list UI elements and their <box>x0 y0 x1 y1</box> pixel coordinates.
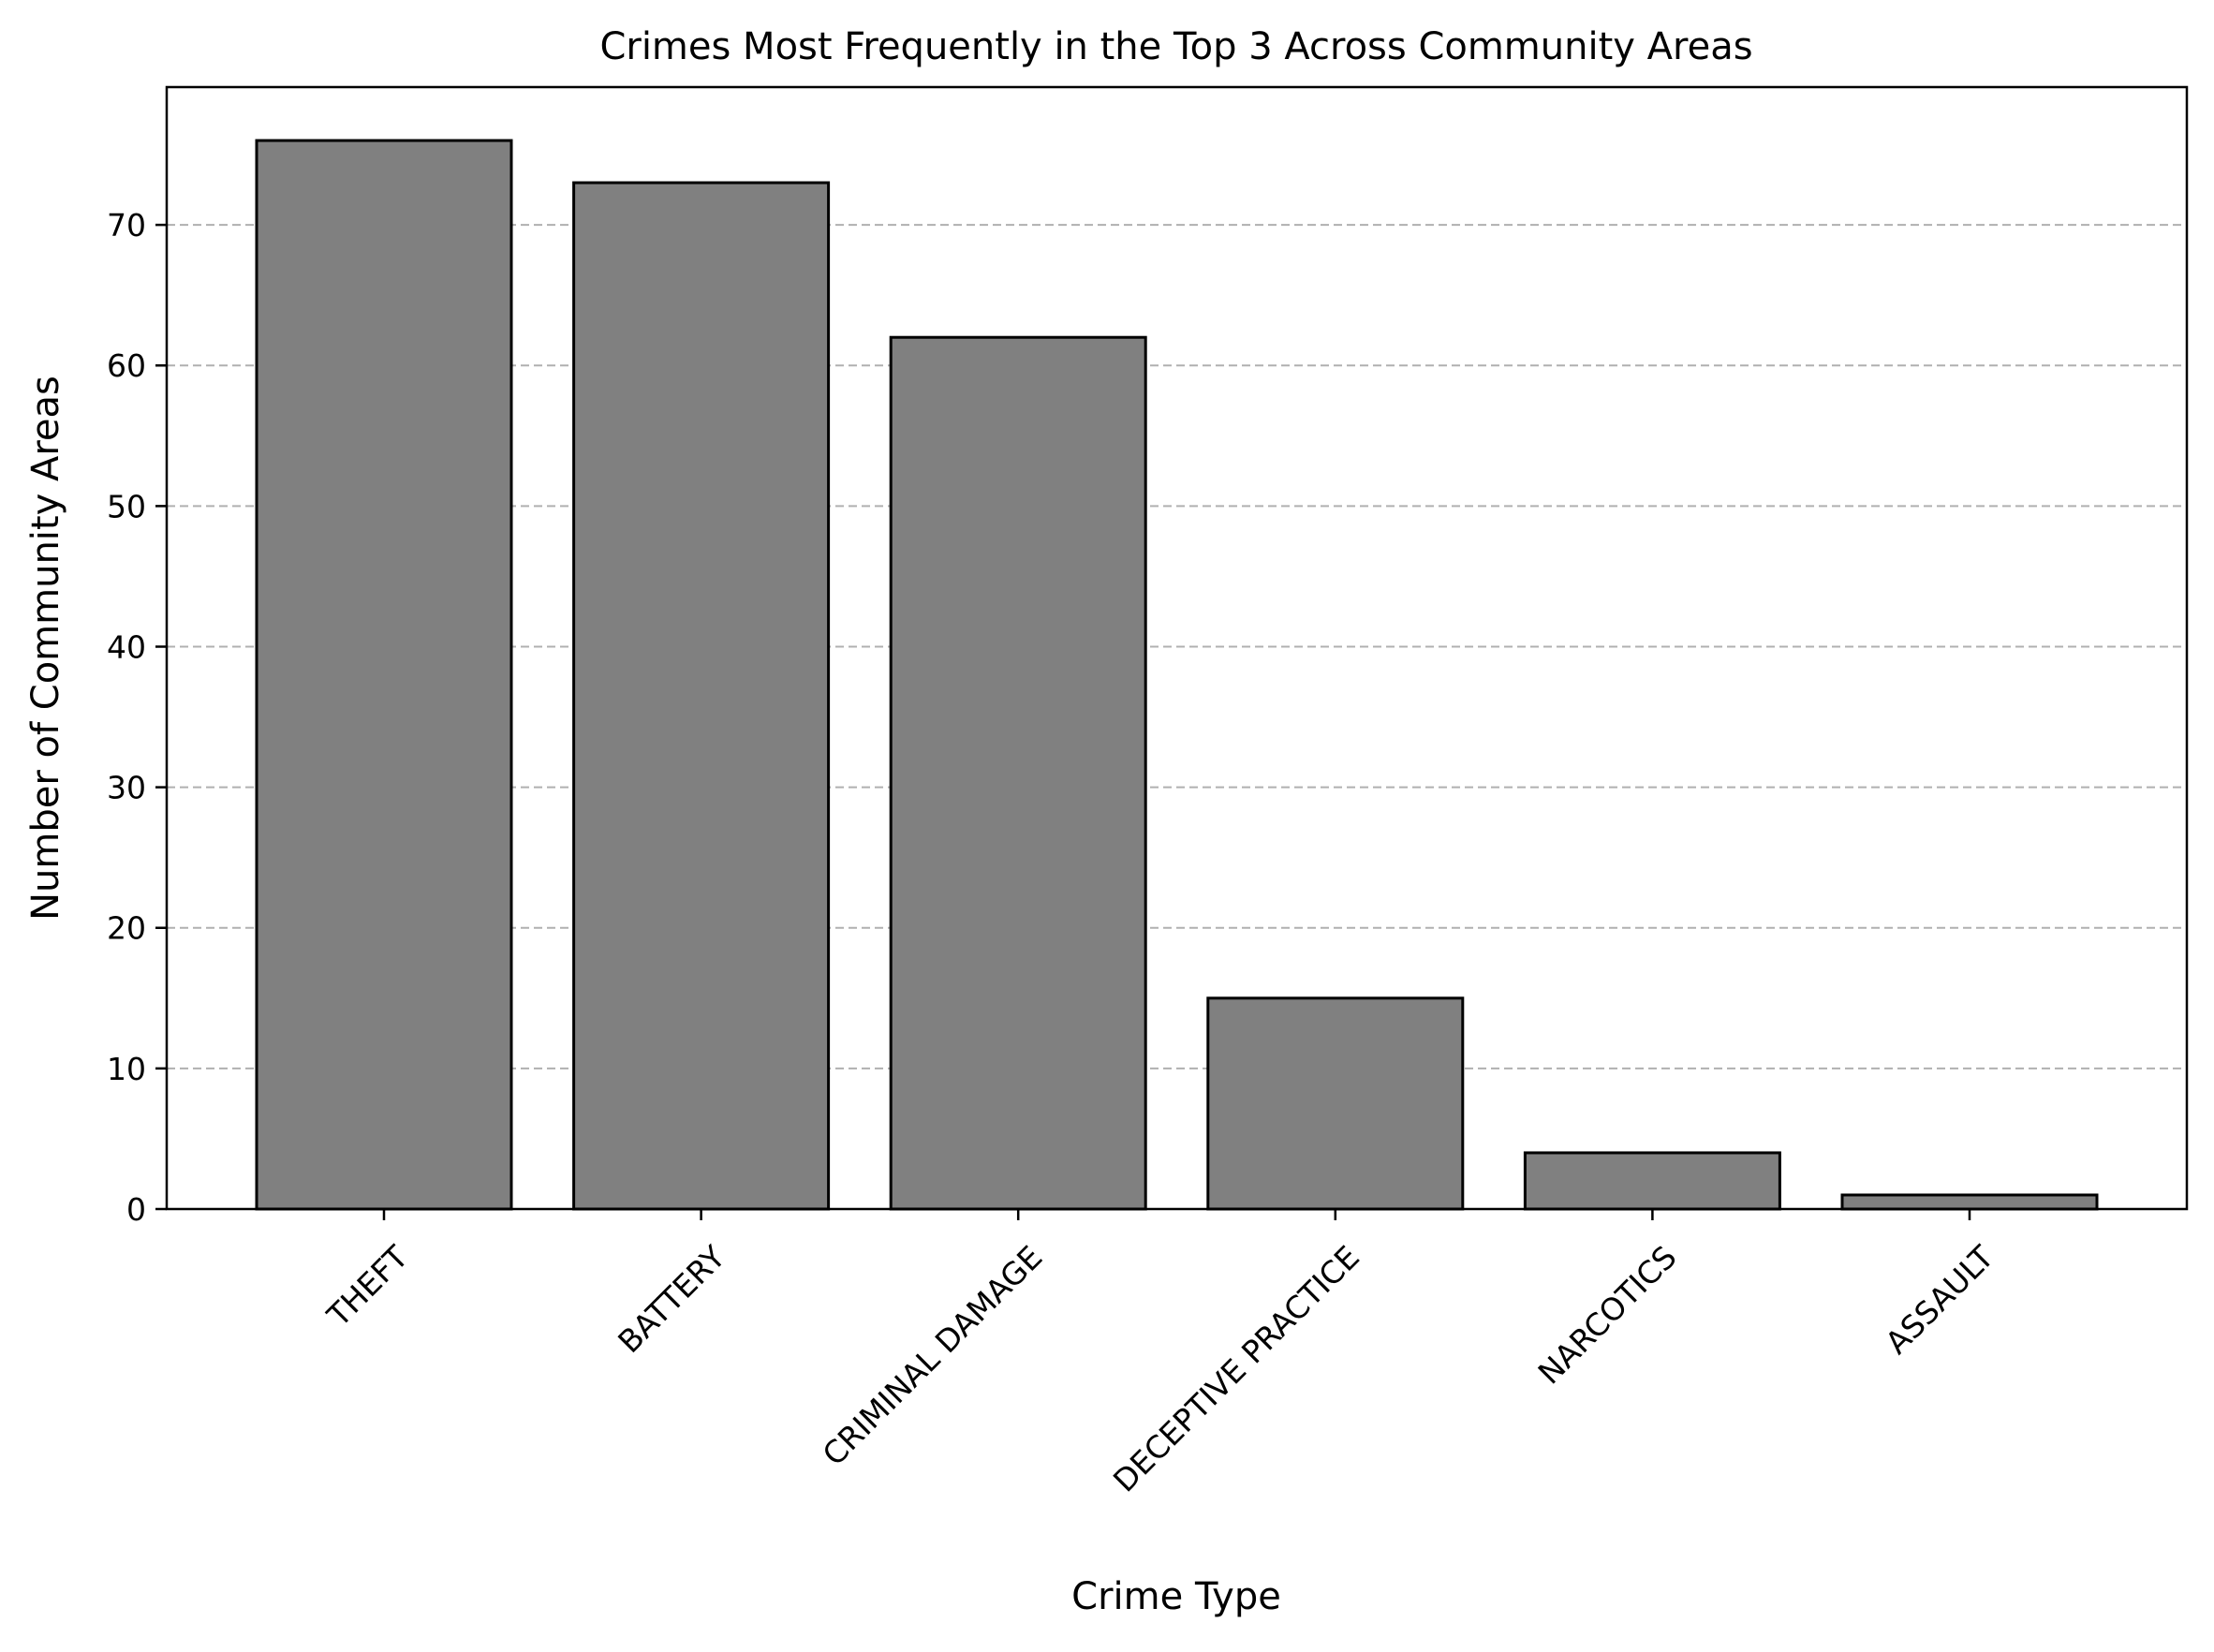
bar <box>1523 1151 1781 1211</box>
bars <box>255 139 2099 1211</box>
gridlines <box>167 224 2187 1069</box>
chart-title: Crimes Most Frequently in the Top 3 Acro… <box>599 25 1752 68</box>
y-tick-label: 30 <box>107 770 146 806</box>
y-tick-label: 50 <box>107 488 146 524</box>
y-tick-label: 60 <box>107 347 146 384</box>
bar <box>255 139 513 1211</box>
y-axis: 0 10 20 30 40 50 60 70 <box>107 207 167 1228</box>
y-tick-label: 40 <box>107 628 146 665</box>
bar <box>1206 996 1465 1211</box>
y-tick-label: 10 <box>107 1051 146 1087</box>
y-tick-label: 20 <box>107 910 146 947</box>
y-axis-label: Number of Community Areas <box>24 376 67 921</box>
bar <box>572 181 831 1211</box>
bar <box>1840 1193 2099 1211</box>
plot-area-frame <box>165 85 2189 1211</box>
x-axis-label: Crime Type <box>1071 1575 1281 1618</box>
bar <box>889 335 1147 1211</box>
y-tick-label: 0 <box>126 1191 146 1228</box>
y-tick-label: 70 <box>107 207 146 243</box>
